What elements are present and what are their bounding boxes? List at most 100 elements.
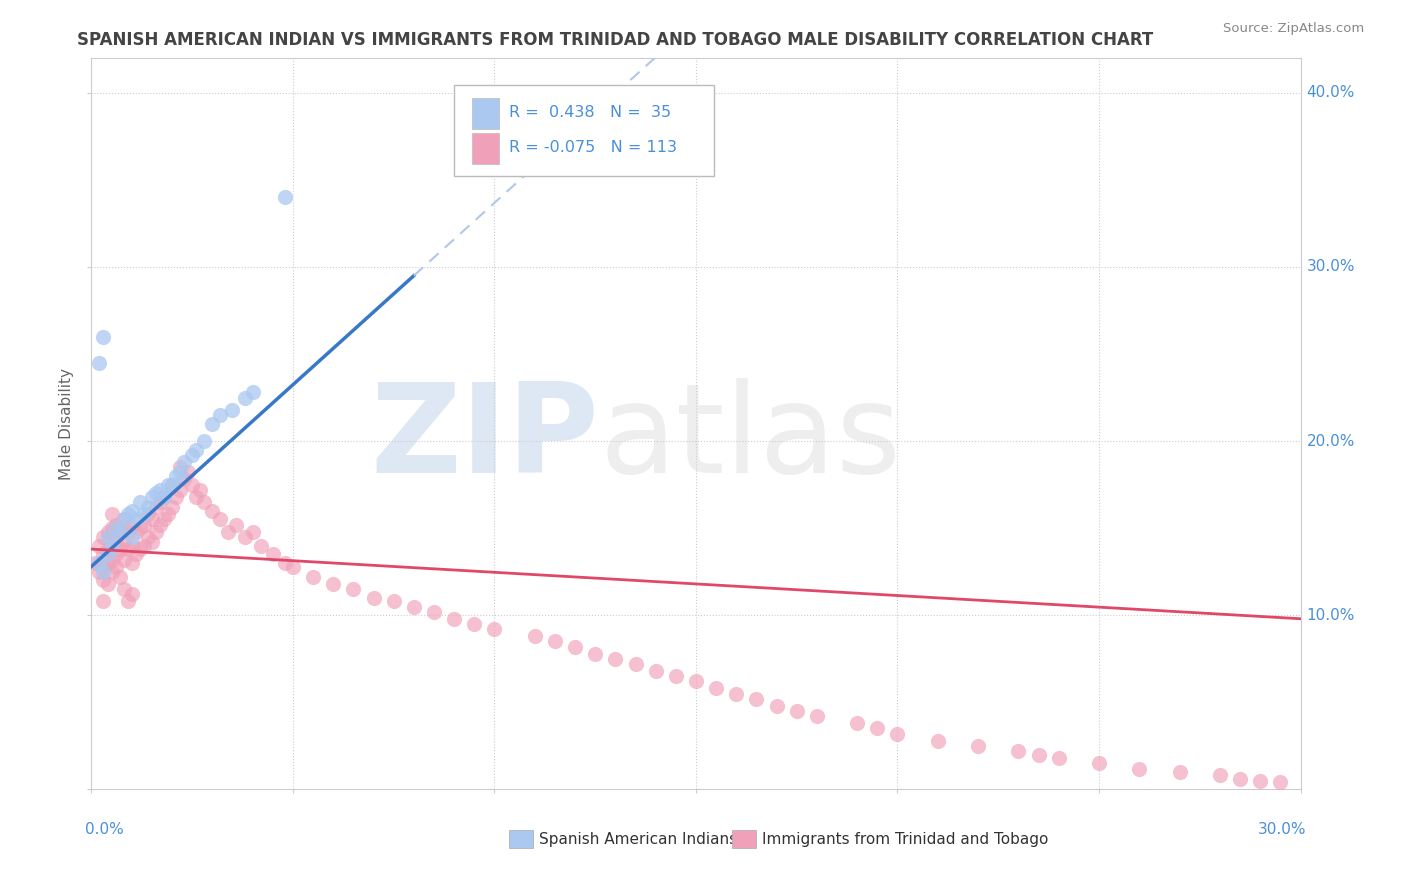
Point: [160, 500, 183, 515]
Text: Source: ZipAtlas.com: Source: ZipAtlas.com: [1223, 22, 1364, 36]
Point: [342, 582, 364, 596]
Point: [1229, 772, 1251, 786]
Point: [156, 477, 179, 491]
Point: [1209, 768, 1232, 782]
Point: [463, 617, 485, 632]
Point: [745, 691, 768, 706]
Point: [112, 552, 135, 566]
Point: [188, 483, 211, 497]
Point: [100, 539, 122, 553]
Point: [605, 652, 627, 666]
Point: [96, 542, 118, 557]
Point: [96, 577, 118, 591]
Point: [117, 542, 139, 557]
Point: [201, 417, 224, 431]
Point: [121, 539, 143, 553]
Point: [132, 517, 155, 532]
Point: [846, 716, 869, 731]
Point: [100, 539, 122, 553]
Point: [806, 709, 828, 723]
Point: [104, 547, 127, 561]
Point: [225, 517, 247, 532]
Point: [93, 565, 115, 579]
Point: [149, 517, 172, 532]
Point: [1270, 775, 1292, 789]
Point: [1028, 747, 1050, 762]
Point: [136, 508, 159, 522]
Point: [583, 647, 606, 661]
Point: [274, 556, 297, 570]
Point: [274, 190, 297, 204]
Point: [89, 556, 111, 570]
Point: [423, 605, 446, 619]
Point: [685, 674, 707, 689]
Point: [725, 687, 748, 701]
Point: [193, 495, 215, 509]
Point: [201, 504, 224, 518]
Text: R =  0.438   N =  35: R = 0.438 N = 35: [509, 105, 671, 120]
Point: [1168, 764, 1191, 779]
Point: [141, 535, 163, 549]
Point: [93, 594, 115, 608]
Point: [967, 739, 990, 753]
Text: SPANISH AMERICAN INDIAN VS IMMIGRANTS FROM TRINIDAD AND TOBAGO MALE DISABILITY C: SPANISH AMERICAN INDIAN VS IMMIGRANTS FR…: [77, 31, 1153, 49]
Y-axis label: Male Disability: Male Disability: [59, 368, 75, 480]
Point: [145, 500, 167, 515]
Point: [89, 356, 111, 370]
Text: 40.0%: 40.0%: [1306, 86, 1355, 100]
Text: R = -0.075   N = 113: R = -0.075 N = 113: [509, 140, 676, 155]
Bar: [509, 830, 533, 848]
Point: [108, 542, 131, 557]
Text: Spanish American Indians: Spanish American Indians: [538, 831, 737, 847]
Point: [1047, 751, 1070, 765]
Point: [165, 469, 187, 483]
Point: [302, 570, 325, 584]
Point: [363, 591, 385, 605]
Point: [121, 556, 143, 570]
Text: atlas: atlas: [599, 378, 901, 499]
Point: [160, 477, 183, 491]
Point: [173, 455, 195, 469]
Point: [221, 402, 243, 417]
Point: [104, 521, 127, 535]
Point: [233, 530, 256, 544]
Point: [145, 524, 167, 539]
Point: [186, 442, 208, 457]
Point: [96, 524, 118, 539]
Bar: [472, 98, 499, 129]
Point: [665, 669, 688, 683]
Point: [136, 500, 159, 515]
Point: [96, 547, 118, 561]
Point: [156, 508, 179, 522]
Point: [765, 698, 787, 713]
Text: 10.0%: 10.0%: [1306, 607, 1355, 623]
Point: [523, 629, 546, 643]
Point: [153, 490, 176, 504]
Point: [89, 539, 111, 553]
Point: [149, 495, 172, 509]
Point: [181, 477, 204, 491]
Point: [181, 448, 204, 462]
Point: [177, 466, 200, 480]
Point: [128, 542, 150, 557]
Point: [100, 565, 122, 579]
Point: [117, 524, 139, 539]
Bar: [733, 830, 756, 848]
Point: [866, 722, 889, 736]
Point: [128, 495, 150, 509]
Point: [624, 657, 647, 671]
Point: [1007, 744, 1029, 758]
Point: [117, 594, 139, 608]
Point: [153, 512, 176, 526]
Point: [108, 524, 131, 539]
Point: [217, 524, 239, 539]
Point: [125, 524, 148, 539]
Point: [104, 559, 127, 574]
Point: [382, 594, 405, 608]
Point: [242, 385, 264, 400]
Point: [96, 530, 118, 544]
Point: [89, 565, 111, 579]
Point: [704, 681, 727, 696]
Point: [786, 704, 808, 718]
Point: [128, 521, 150, 535]
